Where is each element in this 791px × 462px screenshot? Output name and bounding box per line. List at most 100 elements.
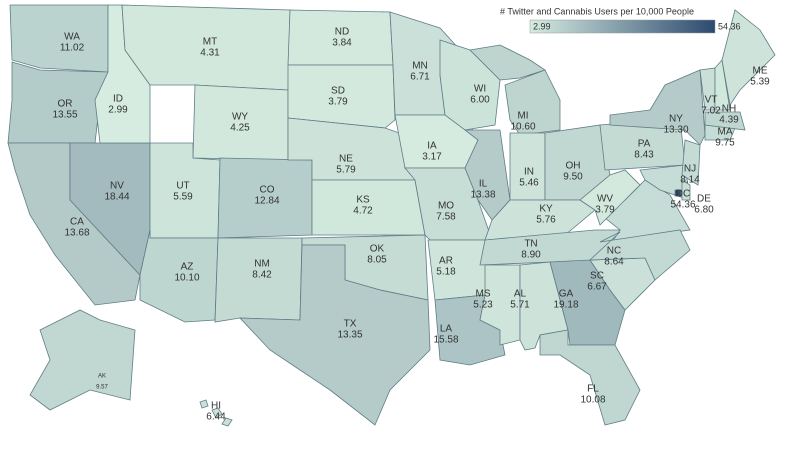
state-value: 3.84 <box>332 38 352 49</box>
state-name: AK <box>98 374 106 380</box>
state-name: PA <box>638 139 651 150</box>
state-name: FL <box>587 384 599 395</box>
state <box>588 229 691 281</box>
state-value: 13.35 <box>337 330 362 341</box>
state-name: ID <box>113 94 123 105</box>
legend-gradient <box>529 19 716 34</box>
state <box>674 189 682 197</box>
state-value: 18.44 <box>104 192 129 203</box>
state <box>29 309 136 411</box>
state-name: DC <box>676 189 690 200</box>
state <box>609 69 706 146</box>
state-name: MT <box>203 37 217 48</box>
state-value: 6.44 <box>206 412 226 423</box>
state-name: NY <box>669 114 683 125</box>
state-value: 12.84 <box>254 196 279 207</box>
state-value: 13.68 <box>64 228 89 239</box>
state-name: CA <box>70 217 84 228</box>
state-value: 6.80 <box>694 205 714 216</box>
state <box>714 59 731 111</box>
legend-title: # Twitter and Cannabis Users per 10,000 … <box>500 6 694 16</box>
state <box>721 9 776 107</box>
state-name: MA <box>718 127 733 138</box>
state-value: 10.60 <box>510 122 535 133</box>
state-name: WA <box>64 32 80 43</box>
state-name: AZ <box>181 262 194 273</box>
state-name: TX <box>344 319 357 330</box>
state-name: IA <box>427 141 437 152</box>
state <box>681 139 701 186</box>
state-name: IL <box>479 179 488 190</box>
state <box>239 244 431 426</box>
state-value: 7.58 <box>436 212 456 223</box>
state <box>469 44 561 136</box>
state-name: OH <box>566 161 581 172</box>
state-name: OR <box>58 99 73 110</box>
state-value: 5.59 <box>173 192 193 203</box>
state-name: NM <box>254 259 270 270</box>
state-value: 8.42 <box>252 270 272 281</box>
state-name: HI <box>211 401 221 412</box>
state <box>463 129 511 221</box>
state-name: LA <box>440 324 453 335</box>
state-name: NC <box>607 246 621 257</box>
legend-max-label: 54.36 <box>718 21 741 31</box>
state-value: 3.79 <box>328 97 348 108</box>
state-value: 8.64 <box>604 257 624 268</box>
state-name: WY <box>232 112 248 123</box>
state-name: CO <box>260 185 275 196</box>
state-value: 5.18 <box>436 267 456 278</box>
state-value: 5.23 <box>473 300 493 311</box>
state-value: 4.25 <box>230 123 250 134</box>
state-value: 3.79 <box>595 205 615 216</box>
state-value: 8.90 <box>521 250 541 261</box>
state-name: KS <box>356 195 370 206</box>
state-name: MI <box>517 111 528 122</box>
state <box>199 399 233 427</box>
state-value: 8.43 <box>634 150 654 161</box>
state-value: 9.75 <box>715 138 735 149</box>
state-name: MO <box>438 201 454 212</box>
state-name: TN <box>524 239 537 250</box>
state-value: 10.10 <box>174 273 199 284</box>
state-name: UT <box>176 181 189 192</box>
state-name: WV <box>597 194 613 205</box>
state <box>704 111 746 131</box>
state-name: NH <box>722 104 736 115</box>
state-value: 6.00 <box>470 95 490 106</box>
state-value: 5.71 <box>510 300 530 311</box>
state <box>579 169 641 226</box>
state-name: AR <box>439 256 453 267</box>
state-value: 54.36 <box>670 200 695 211</box>
state <box>287 64 396 129</box>
state-name: ND <box>335 27 349 38</box>
state <box>539 329 641 426</box>
state-name: SD <box>331 86 345 97</box>
state-value: 4.72 <box>353 206 373 217</box>
state-name: WI <box>474 84 486 95</box>
state-name: MN <box>412 61 428 72</box>
state-value: 5.46 <box>519 178 539 189</box>
state-value: 13.30 <box>663 125 688 136</box>
state-value: 4.39 <box>719 115 739 126</box>
state-value: 2.99 <box>108 105 128 116</box>
state-value: 5.39 <box>750 77 770 88</box>
state-value: 11.02 <box>60 43 85 54</box>
state-name: OK <box>370 244 385 255</box>
state <box>9 4 109 73</box>
state-value: 5.76 <box>536 215 556 226</box>
state-value: 7.02 <box>701 106 721 117</box>
state-value: 19.18 <box>553 300 578 311</box>
state <box>681 179 691 201</box>
state-value: 10.08 <box>580 395 605 406</box>
state-name: MS <box>476 289 491 300</box>
state-value: 15.58 <box>433 335 458 346</box>
state-value: 6.71 <box>410 72 430 83</box>
state-name: DE <box>697 194 711 205</box>
state-name: ME <box>753 66 768 77</box>
state-value: 3.17 <box>422 152 442 163</box>
state-value: 13.38 <box>470 190 495 201</box>
state-name: NV <box>110 181 124 192</box>
state-value: 13.55 <box>52 110 77 121</box>
